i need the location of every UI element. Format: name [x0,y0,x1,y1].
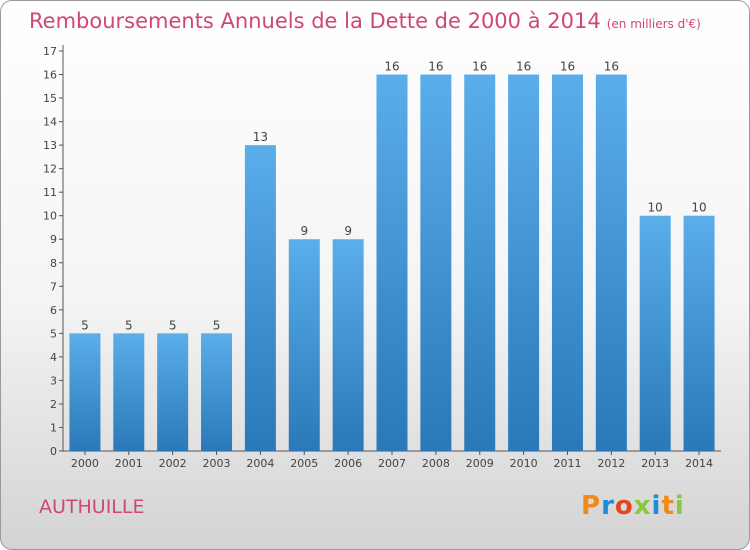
y-tick-label: 11 [43,186,57,199]
data-label: 5 [125,318,133,332]
data-label: 5 [81,318,89,332]
bar-2001 [113,333,145,451]
unit-note: (en milliers d'€) [606,17,701,31]
x-tick-label: 2013 [641,457,669,470]
y-tick-label: 4 [50,351,57,364]
bar-2007 [376,74,408,451]
y-tick-label: 13 [43,139,57,152]
data-label: 16 [472,60,487,74]
y-tick-label: 8 [50,257,57,270]
data-label: 13 [253,130,268,144]
data-label: 9 [344,224,352,238]
chart-bars [69,74,715,451]
y-tick-label: 0 [50,445,57,458]
data-label: 16 [428,60,443,74]
y-tick-label: 6 [50,304,57,317]
chart-title: Remboursements Annuels de la Dette de 20… [29,9,701,33]
logo-letter: i [651,491,662,521]
bar-2005 [288,239,320,451]
x-tick-label: 2002 [159,457,187,470]
bar-2000 [69,333,101,451]
x-tick-label: 2005 [290,457,318,470]
proxiti-logo: Proxiti [581,491,685,521]
y-tick-label: 7 [50,280,57,293]
bar-2009 [464,74,496,451]
y-tick-label: 5 [50,327,57,340]
bar-2010 [508,74,540,451]
data-label: 10 [691,201,706,215]
x-tick-label: 2000 [71,457,99,470]
logo-letter: i [674,491,685,521]
data-label: 10 [648,201,663,215]
x-tick-label: 2001 [115,457,143,470]
y-tick-label: 12 [43,163,57,176]
y-tick-label: 17 [43,45,57,58]
logo-letter: t [661,491,675,521]
y-tick-label: 10 [43,210,57,223]
data-label: 16 [516,60,531,74]
y-tick-label: 1 [50,421,57,434]
y-tick-label: 16 [43,69,57,82]
y-tick-label: 9 [50,233,57,246]
chart-title-text: Remboursements Annuels de la Dette de 20… [29,9,601,33]
x-tick-label: 2012 [597,457,625,470]
bar-2008 [420,74,452,451]
logo-letter: P [581,491,602,521]
bar-2002 [157,333,189,451]
data-label: 9 [300,224,308,238]
y-tick-label: 3 [50,374,57,387]
x-tick-label: 2011 [553,457,581,470]
y-tick-label: 2 [50,398,57,411]
bar-2014 [683,215,715,451]
chart-labels: 2000 5 2001 5 2002 5 2003 5 2004 13 2005 9 2006 9 2007… [71,60,713,470]
bar-2004 [244,145,276,451]
bar-2006 [332,239,364,451]
data-label: 5 [169,318,177,332]
x-tick-label: 2003 [203,457,231,470]
x-tick-label: 2007 [378,457,406,470]
x-tick-label: 2010 [510,457,538,470]
data-label: 16 [384,60,399,74]
y-tick-label: 14 [43,116,57,129]
x-tick-label: 2014 [685,457,713,470]
bar-2013 [639,215,671,451]
logo-letter: x [633,491,652,521]
commune-name: AUTHUILLE [39,496,145,518]
bar-2003 [201,333,233,451]
x-tick-label: 2006 [334,457,362,470]
bar-2011 [551,74,583,451]
data-label: 16 [604,60,619,74]
bar-2012 [595,74,627,451]
data-label: 5 [213,318,221,332]
x-tick-label: 2008 [422,457,450,470]
y-tick-label: 15 [43,92,57,105]
logo-letter: o [614,491,634,521]
data-label: 16 [560,60,575,74]
x-tick-label: 2009 [466,457,494,470]
x-tick-label: 2004 [246,457,274,470]
logo-letter: r [601,491,615,521]
